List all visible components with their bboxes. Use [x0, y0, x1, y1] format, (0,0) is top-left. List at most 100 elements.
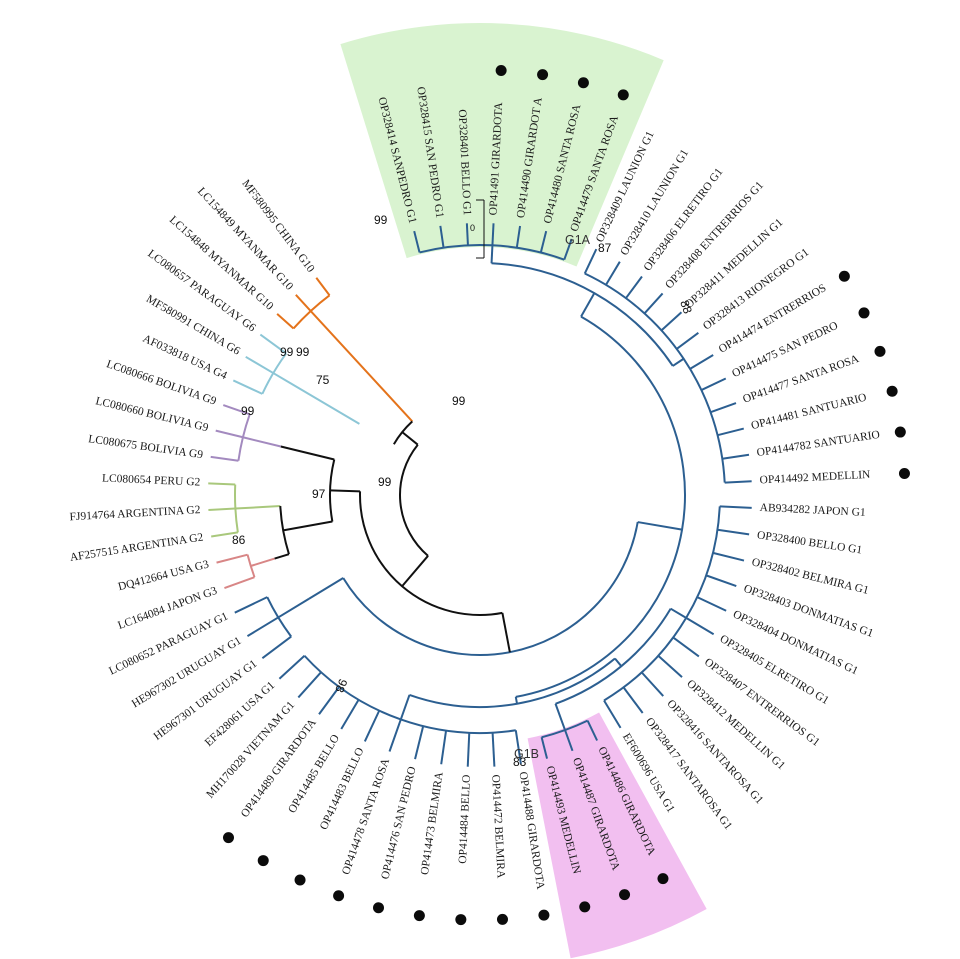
leaf-label-op414472-belmira: OP414472 BELMIRA [489, 774, 507, 879]
leaf-label-op4144782-santuario: OP4144782 SANTUARIO [756, 429, 881, 459]
branch-g3-link [274, 553, 290, 560]
branch-g3-g2-stem [282, 520, 333, 532]
support-value-g3: 97 [312, 487, 326, 501]
leaf-label-op414492-medellin: OP414492 MEDELLIN [759, 469, 871, 487]
leaf-label-mf580995-china-g10: MF580995 CHINA G10 [239, 178, 316, 275]
branch-g1-south-stem [670, 607, 687, 619]
branch-op414483-bello [363, 710, 381, 742]
branch-mf580995-china-g10 [315, 277, 331, 296]
branch-af257515-argentina-g2 [211, 531, 239, 538]
support-value-g6-g10: 99 [452, 394, 466, 408]
branch-lc080666-bolivia-g9 [222, 404, 251, 416]
sample-marker-op414476-san-pedro [373, 902, 385, 914]
sample-marker-op414486-girardota [657, 873, 669, 885]
branch-ab934282-japon-g1 [719, 505, 752, 509]
branch-op414475-san-pedro [700, 377, 727, 391]
sample-marker-op414481-santuario [886, 385, 898, 397]
branch-op328402-belmira-g1 [712, 551, 745, 562]
branch-core-join [359, 491, 503, 616]
branch-ef600696-usa-g1 [603, 699, 622, 729]
sample-marker-op414477-santa-rosa [874, 345, 886, 357]
leaf-label-op41491-girardota: OP41491 GIRARDOTA [488, 101, 506, 215]
branch-op4144782-santuario [722, 453, 750, 460]
branch-ef428061-usa-g1 [278, 655, 306, 680]
branch-he967301-uruguay-g1 [261, 635, 292, 659]
branch-op414484-bello [466, 732, 471, 767]
leaf-label-op328411-medellin-g1: OP328411 MEDELLIN G1 [683, 216, 786, 311]
tree-branches [208, 223, 752, 767]
branch-op328415-san-pedro-g1 [439, 225, 445, 248]
sample-marker-op414489-girardota [222, 832, 234, 844]
sample-marker-op414483-bello [294, 874, 306, 886]
branch-op414488-girardota [514, 730, 522, 765]
branch-op414478-santa-rosa [388, 719, 402, 752]
branch-af033818-usa-g4 [232, 379, 263, 395]
branch-g1-southwest-stem [399, 694, 411, 720]
branch-core-link [330, 489, 361, 493]
branch-op414492-medellin [724, 480, 752, 484]
leaf-label-lc080657-paraguay-g6: LC080657 PARAGUAY G6 [145, 248, 258, 335]
sample-marker-op414473-belmira [413, 910, 425, 922]
branch-op414477-santa-rosa [710, 402, 737, 414]
branch-op328410-launion-g1 [605, 261, 621, 286]
leaf-label-op328413-rionegro-g1: OP328413 RIONEGRO G1 [701, 246, 811, 332]
branch-g1-north-stem [580, 292, 596, 318]
sample-marker-op414475-san-pedro [858, 307, 870, 319]
leaf-label-af257515-argentina-g2: AF257515 ARGENTINA G2 [69, 531, 204, 563]
branch-lc080660-bolivia-g9 [215, 429, 244, 439]
leaf-label-lc080675-bolivia-g9: LC080675 BOLIVIA G9 [87, 433, 203, 461]
support-value-g10: 99 [374, 213, 388, 227]
branch-g1a-stem [490, 245, 494, 264]
branch-op328404-donmatias-g1 [696, 596, 727, 612]
branch-op328407-entrerrios-g1 [672, 636, 700, 658]
sample-marker-op414487-girardota [619, 889, 631, 901]
support-value-g1-sub: 88 [677, 298, 695, 316]
branch-g10-stem [309, 310, 414, 423]
branch-op41491-girardota [491, 223, 495, 246]
branch-dq412664-usa-g3 [216, 553, 248, 564]
branch-op328416-santarosa-g1 [640, 671, 664, 697]
leaf-label-op328406-elretiro-g1: OP328406 ELRETIRO G1 [642, 166, 726, 273]
support-value-g1-inner: 98 [332, 677, 350, 695]
scale-bar-label: 0 [470, 223, 475, 233]
branch-op328412-medellin-g1 [657, 654, 683, 678]
branch-op414489-girardota [318, 686, 340, 715]
leaf-label-op414489-girardota: OP414489 GIRARDOTA [239, 716, 319, 819]
branch-g2-stem [235, 505, 281, 510]
branch-op328400-bello-g1 [717, 528, 750, 536]
leaf-label-he967302-uruguay-g1: HE967302 URUGUAY G1 [130, 635, 244, 711]
branch-mf580991-china-g6 [245, 355, 274, 374]
scale-bar: 0 [470, 199, 485, 259]
clade-label-g1b: G1B [514, 747, 539, 761]
branch-he967302-uruguay-g1 [246, 616, 279, 637]
branch-g1-east-arc [584, 272, 726, 483]
branch-g1-south-stem [614, 657, 623, 667]
branch-op328403-donmatias-g1 [705, 574, 737, 588]
sample-marker-op414485-bello [257, 855, 269, 867]
branch-op414493-medellin [540, 737, 548, 759]
branch-g9-link [280, 445, 335, 461]
branch-g1-root-stem [501, 612, 511, 653]
sample-marker-op4144782-santuario [894, 426, 906, 438]
clade-label-g1a: G1A [565, 233, 591, 247]
branch-g1-east-stem [672, 357, 685, 367]
leaf-label-op328400-bello-g1: OP328400 BELLO G1 [756, 529, 863, 556]
branch-fj914764-argentina-g2 [208, 507, 236, 512]
branch-g1-north-join [491, 262, 674, 367]
branch-g1-mid-join [409, 657, 616, 708]
support-value-g9-c: 99 [296, 345, 310, 359]
sample-marker-op414472-belmira [496, 913, 508, 925]
support-value-core: 99 [378, 475, 392, 489]
branch-op414480-santa-rosa [539, 230, 548, 253]
sample-marker-op414493-medellin [579, 901, 591, 913]
branch-lc080652-paraguay-g1 [234, 596, 268, 614]
leaf-label-fj914764-argentina-g2: FJ914764 ARGENTINA G2 [69, 504, 201, 523]
sample-marker-op414490-girardot-a [537, 69, 549, 81]
leaf-label-ab934282-japon-g1: AB934282 JAPON G1 [759, 502, 866, 519]
branch-op328409-launion-g1 [583, 248, 598, 274]
branch-op328411-medellin-g1 [660, 311, 683, 332]
branch-op328401-bello-g1 [465, 223, 469, 246]
branch-op328413-rionegro-g1 [676, 332, 699, 350]
branch-op414476-san-pedro [414, 725, 425, 760]
